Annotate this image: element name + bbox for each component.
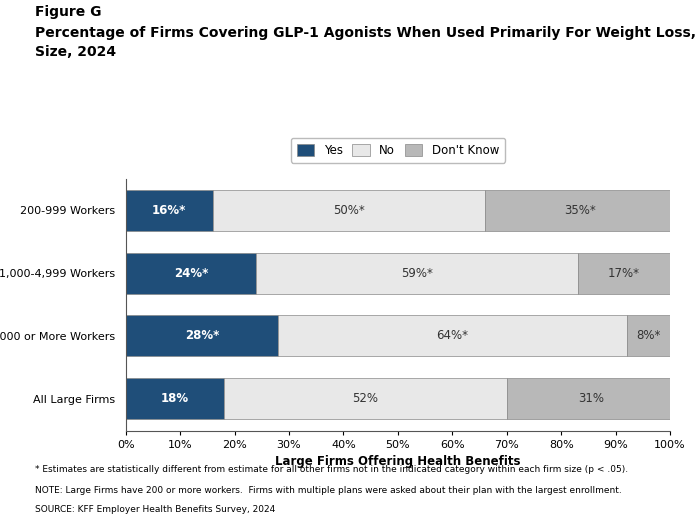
Text: Figure G: Figure G — [35, 5, 101, 19]
Bar — [213, 190, 485, 231]
Text: 31%: 31% — [578, 392, 604, 405]
Text: 28%*: 28%* — [185, 329, 219, 342]
Bar — [126, 190, 213, 231]
Legend: Yes, No, Don't Know: Yes, No, Don't Know — [290, 138, 505, 163]
Text: NOTE: Large Firms have 200 or more workers.  Firms with multiple plans were aske: NOTE: Large Firms have 200 or more worke… — [35, 486, 622, 495]
Bar — [223, 378, 507, 419]
Bar — [126, 378, 223, 419]
Text: 52%: 52% — [352, 392, 378, 405]
Bar — [485, 190, 676, 231]
Bar — [577, 253, 670, 293]
Text: SOURCE: KFF Employer Health Benefits Survey, 2024: SOURCE: KFF Employer Health Benefits Sur… — [35, 505, 275, 514]
Text: 50%*: 50%* — [333, 204, 365, 217]
Bar — [278, 316, 627, 356]
Text: 18%: 18% — [161, 392, 188, 405]
Text: 17%*: 17%* — [608, 267, 640, 280]
Bar — [126, 316, 278, 356]
Text: Percentage of Firms Covering GLP-1 Agonists When Used Primarily For Weight Loss,: Percentage of Firms Covering GLP-1 Agoni… — [35, 26, 698, 59]
Text: 8%*: 8%* — [636, 329, 660, 342]
Bar — [256, 253, 577, 293]
Text: 64%*: 64%* — [436, 329, 468, 342]
Text: 16%*: 16%* — [152, 204, 186, 217]
Text: 59%*: 59%* — [401, 267, 433, 280]
Text: 35%*: 35%* — [565, 204, 596, 217]
Bar — [126, 253, 256, 293]
Bar — [627, 316, 670, 356]
X-axis label: Large Firms Offering Health Benefits: Large Firms Offering Health Benefits — [275, 455, 521, 468]
Bar — [507, 378, 676, 419]
Text: * Estimates are statistically different from estimate for all other firms not in: * Estimates are statistically different … — [35, 465, 628, 474]
Text: 24%*: 24%* — [174, 267, 208, 280]
